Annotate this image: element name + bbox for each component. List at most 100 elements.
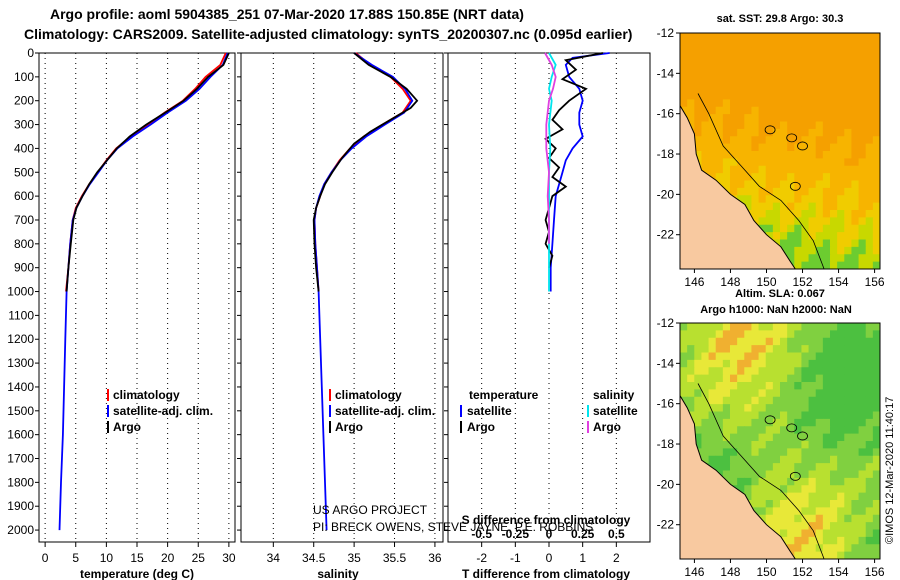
sst-map-cell bbox=[808, 99, 817, 108]
sla-map-cell bbox=[830, 345, 838, 353]
sst-map-cell bbox=[837, 202, 845, 211]
sst-map-cell bbox=[680, 106, 688, 115]
sla-map-cell bbox=[730, 455, 738, 464]
sla-map-cell bbox=[808, 323, 817, 331]
sst-map-cell bbox=[794, 180, 802, 189]
sla-map-cell bbox=[772, 522, 781, 530]
sst-map-cell bbox=[708, 69, 717, 78]
series-salinity-2 bbox=[312, 52, 419, 292]
sst-map-cell bbox=[830, 77, 838, 86]
sla-map-cell bbox=[780, 514, 788, 523]
sst-map-cell bbox=[801, 165, 810, 174]
sst-map-cell bbox=[787, 47, 795, 56]
sla-map-cell bbox=[822, 551, 831, 559]
sla-map-cell bbox=[687, 337, 695, 346]
sst-map-cell bbox=[751, 210, 760, 218]
sst-map-cell bbox=[694, 121, 702, 130]
sst-map-cell bbox=[772, 158, 781, 167]
sst-map-cell bbox=[837, 128, 845, 137]
sst-map-cell bbox=[837, 136, 845, 145]
sla-map-cell bbox=[780, 529, 788, 538]
sla-map-cell bbox=[780, 455, 788, 464]
sst-map-cell bbox=[830, 114, 838, 122]
sla-map-cell bbox=[751, 485, 760, 494]
sla-map-cell bbox=[765, 448, 774, 457]
sla-map-cell bbox=[772, 352, 781, 361]
sla-map-cell bbox=[708, 352, 717, 361]
sst-map-cell bbox=[801, 84, 810, 93]
sla-map-cell bbox=[858, 455, 867, 464]
sst-map-cell bbox=[787, 165, 795, 174]
sla-map-cell bbox=[701, 352, 710, 361]
sst-map-cell bbox=[794, 69, 802, 78]
sla-map-cell bbox=[722, 337, 731, 346]
sla-map-cell bbox=[815, 323, 824, 331]
sla-map-cell bbox=[722, 374, 731, 383]
sla-map-cell bbox=[830, 382, 838, 390]
sst-map-cell bbox=[715, 121, 724, 130]
sst-map-cell bbox=[837, 180, 845, 189]
sla-map-cell bbox=[722, 463, 731, 471]
sla-map-cell bbox=[844, 522, 852, 530]
sla-map-cell bbox=[808, 330, 817, 339]
sst-map-cell bbox=[851, 261, 860, 269]
sst-map-cell bbox=[758, 187, 767, 196]
sla-map-cell bbox=[758, 374, 767, 383]
temp-legend-argo: Argo bbox=[113, 420, 141, 434]
sla-map-cell bbox=[772, 426, 781, 435]
sla-map-cell bbox=[808, 404, 817, 412]
sst-map-cell bbox=[858, 232, 867, 240]
sla-map-cell bbox=[844, 345, 852, 353]
sst-map-cell bbox=[872, 180, 880, 189]
sst-map-cell bbox=[744, 99, 752, 108]
sla-map-cell bbox=[794, 514, 802, 523]
sla-map-cell bbox=[837, 337, 845, 346]
sst-map-cell bbox=[865, 158, 874, 167]
sst-map-cell bbox=[808, 158, 817, 167]
sla-map-cell bbox=[815, 382, 824, 390]
sst-map-cell bbox=[858, 180, 867, 189]
sst-map-cell bbox=[737, 136, 745, 145]
sst-map-cell bbox=[722, 158, 731, 167]
sla-map-cell bbox=[680, 337, 688, 346]
sla-map-cell bbox=[772, 433, 781, 442]
sla-map-cell bbox=[794, 455, 802, 464]
sla-map-cell bbox=[708, 418, 717, 427]
sst-map-cell bbox=[872, 121, 880, 130]
sla-map-cell bbox=[822, 330, 831, 339]
sla-map-cell bbox=[837, 514, 845, 523]
sla-map-cell bbox=[787, 500, 795, 508]
sla-map-cell bbox=[794, 382, 802, 390]
sst-map-cell bbox=[815, 261, 824, 269]
sst-map-cell bbox=[751, 47, 760, 56]
sla-map-cell bbox=[851, 507, 860, 516]
sla-map-cell bbox=[844, 396, 852, 405]
sst-map-cell bbox=[851, 165, 860, 174]
sst-map-cell bbox=[844, 143, 852, 152]
sst-map-cell bbox=[687, 40, 695, 49]
sst-map-cell bbox=[730, 151, 738, 159]
sst-map-cell bbox=[851, 246, 860, 255]
sst-map-cell bbox=[730, 47, 738, 56]
sla-map-cell bbox=[872, 551, 880, 559]
sst-map-cell bbox=[715, 84, 724, 93]
sla-map-cell bbox=[794, 507, 802, 516]
sal-legend-climatology: climatology bbox=[335, 388, 402, 402]
sla-map-cell bbox=[844, 551, 852, 559]
sla-map-cell bbox=[722, 345, 731, 353]
sst-map-cell bbox=[737, 114, 745, 122]
sst-map-cell bbox=[744, 165, 752, 174]
sst-map-cell bbox=[708, 62, 717, 71]
sla-map-cell bbox=[858, 433, 867, 442]
sst-map-cell bbox=[822, 55, 831, 63]
sla-map-cell bbox=[872, 492, 880, 501]
sst-map-cell bbox=[858, 136, 867, 145]
sst-map-cell bbox=[815, 224, 824, 233]
sla-map-cell bbox=[822, 396, 831, 405]
sla-map-cell bbox=[730, 411, 738, 420]
sst-map-cell bbox=[844, 62, 852, 71]
sla-map-cell bbox=[765, 330, 774, 339]
sla-map-cell bbox=[844, 529, 852, 538]
sst-map-cell bbox=[787, 210, 795, 218]
sla-map-cell bbox=[765, 404, 774, 412]
